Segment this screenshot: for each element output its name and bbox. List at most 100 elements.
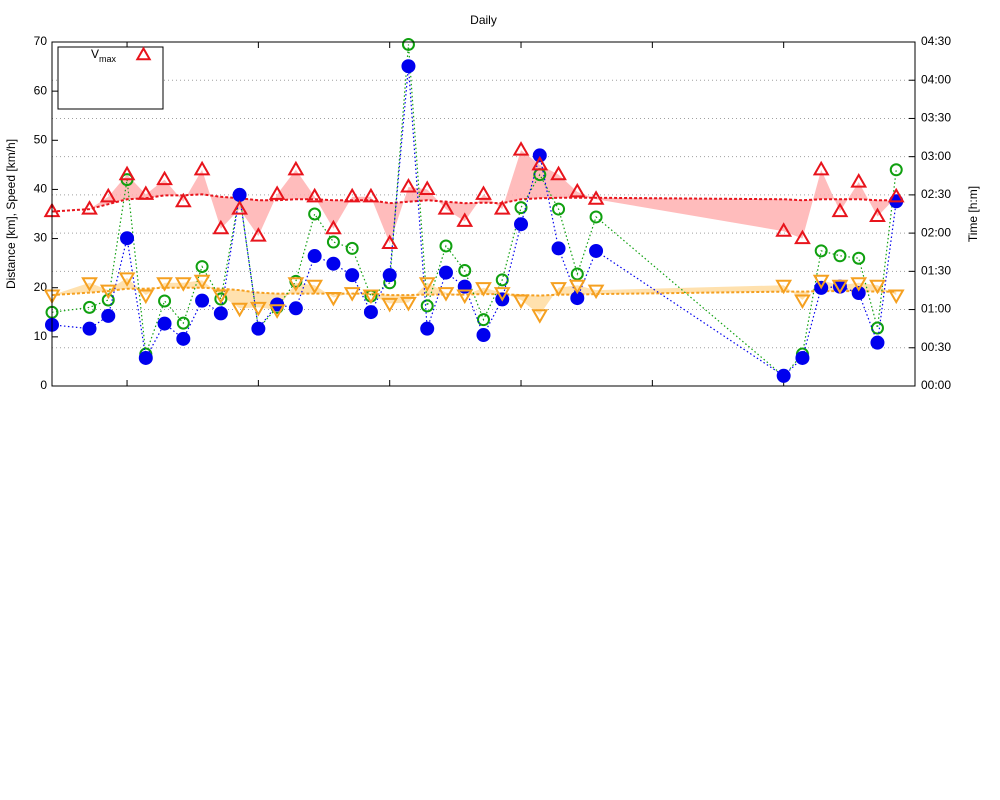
marker xyxy=(887,289,905,305)
marker xyxy=(101,308,116,323)
marker xyxy=(776,368,791,383)
marker xyxy=(420,321,435,336)
marker xyxy=(794,294,811,310)
marker xyxy=(137,185,155,200)
marker xyxy=(362,289,380,305)
marker xyxy=(400,296,417,312)
marker xyxy=(831,202,849,218)
marker xyxy=(568,182,586,198)
marker xyxy=(570,267,584,281)
legend-label: Vmax xyxy=(91,47,117,64)
marker xyxy=(458,264,472,278)
marker xyxy=(174,192,192,208)
y2-tick-label: 00:30 xyxy=(921,340,951,354)
marker xyxy=(156,170,173,186)
marker xyxy=(156,277,173,292)
marker xyxy=(512,141,530,156)
y-tick-label: 30 xyxy=(34,231,48,245)
marker xyxy=(176,316,190,330)
marker xyxy=(195,293,210,308)
marker xyxy=(343,287,361,302)
plot-frame xyxy=(51,41,916,387)
marker xyxy=(550,165,567,181)
marker xyxy=(476,328,491,343)
y-tick-label: 60 xyxy=(34,83,48,97)
marker xyxy=(306,187,324,203)
marker xyxy=(326,256,341,271)
marker xyxy=(214,292,228,306)
marker xyxy=(851,285,866,300)
marker xyxy=(833,249,847,263)
marker xyxy=(343,187,361,203)
marker xyxy=(232,187,247,202)
marker xyxy=(870,321,884,335)
marker xyxy=(138,350,153,365)
marker xyxy=(174,277,192,292)
legend-subscript: max xyxy=(99,54,117,64)
marker xyxy=(157,316,172,331)
marker xyxy=(870,335,885,350)
marker xyxy=(118,165,136,181)
marker xyxy=(401,59,416,74)
marker xyxy=(568,279,586,295)
marker xyxy=(850,277,868,292)
average-line xyxy=(51,286,897,297)
marker xyxy=(213,306,228,321)
legend-name: V xyxy=(91,47,99,61)
marker xyxy=(345,268,360,283)
average-line xyxy=(51,193,897,213)
marker xyxy=(158,294,172,308)
marker xyxy=(514,201,528,215)
marker xyxy=(193,274,211,290)
y-axis-label: Distance [km], Speed [km/h] xyxy=(4,139,18,289)
marker xyxy=(212,219,230,235)
chart-panel: Daily Distance [km], Speed [km/h] Time [h:… xyxy=(4,13,980,392)
marker xyxy=(495,273,509,287)
y2-tick-label: 04:00 xyxy=(921,72,951,86)
marker xyxy=(81,277,98,292)
marker xyxy=(81,200,98,215)
marker xyxy=(251,321,266,336)
marker xyxy=(306,279,324,295)
marker xyxy=(589,243,604,258)
marker xyxy=(83,300,97,314)
marker xyxy=(852,251,866,265)
marker xyxy=(268,185,286,200)
y-tick-label: 70 xyxy=(34,34,48,48)
y2-tick-label: 01:30 xyxy=(921,264,951,278)
marker xyxy=(420,299,434,313)
marker xyxy=(531,309,549,324)
marker xyxy=(195,260,209,274)
marker xyxy=(550,282,567,297)
marker xyxy=(418,180,436,195)
marker xyxy=(475,185,492,200)
marker xyxy=(475,282,492,297)
y-tick-label: 40 xyxy=(34,182,48,196)
marker xyxy=(775,279,793,295)
marker xyxy=(193,160,211,176)
marker xyxy=(120,231,135,246)
marker xyxy=(552,202,566,216)
legend-box xyxy=(57,46,164,110)
marker xyxy=(212,289,230,305)
marker xyxy=(101,293,115,307)
marker xyxy=(400,177,417,193)
marker xyxy=(176,331,191,346)
y2-tick-label: 02:30 xyxy=(921,187,951,201)
marker xyxy=(137,289,155,305)
y-tick-label: 20 xyxy=(34,280,48,294)
marker xyxy=(288,301,303,316)
marker xyxy=(437,200,455,215)
y2-tick-label: 02:00 xyxy=(921,225,951,239)
marker xyxy=(308,207,322,221)
y2-axis-label: Time [h:m] xyxy=(966,186,980,242)
marker xyxy=(135,46,152,61)
marker xyxy=(287,160,305,176)
marker xyxy=(401,37,415,51)
marker xyxy=(869,207,886,223)
marker xyxy=(231,302,248,318)
deviation-fill xyxy=(52,150,897,244)
marker xyxy=(307,249,322,264)
y2-tick-label: 04:30 xyxy=(921,34,951,48)
